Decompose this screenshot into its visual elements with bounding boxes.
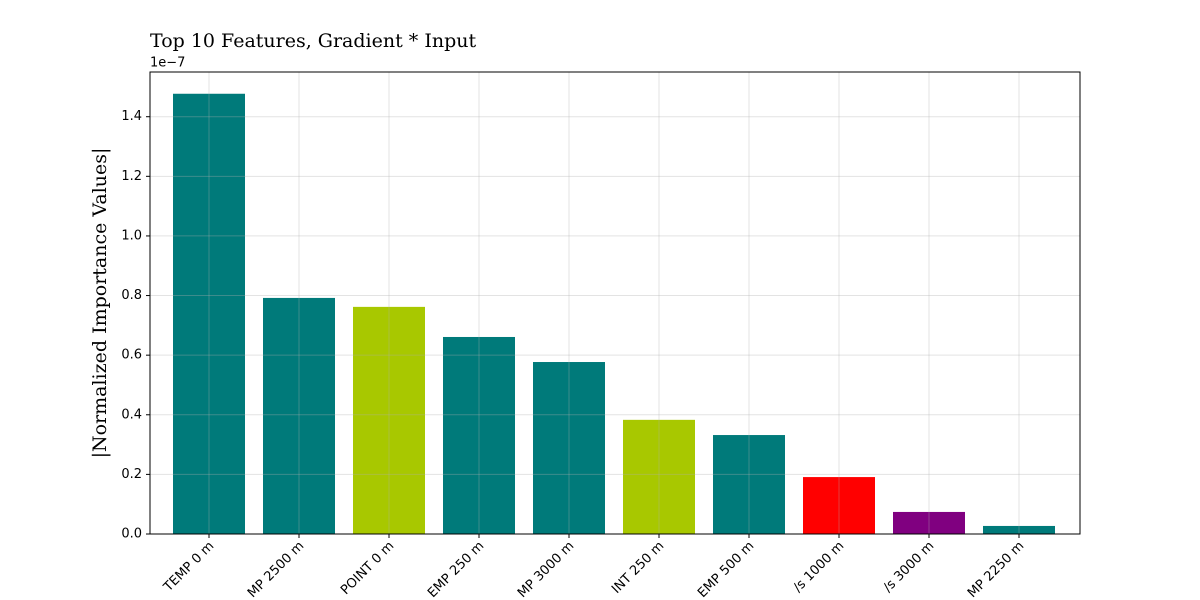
bar — [803, 477, 875, 534]
x-tick-label: /s 1000 m — [791, 539, 848, 596]
bar — [893, 511, 965, 534]
y-tick-label: 1.2 — [121, 169, 142, 184]
chart-title: Top 10 Features, Gradient * Input — [150, 30, 476, 52]
plot-frame — [149, 71, 1081, 535]
y-tick-label: 1.0 — [121, 228, 142, 243]
x-tick-label: POINT 0 m — [338, 539, 397, 598]
bar — [713, 435, 785, 534]
y-tick-label: 0.0 — [121, 527, 142, 542]
x-tick-label: INT 250 m — [609, 539, 667, 597]
x-tick-label: MP 2500 m — [245, 539, 307, 600]
bar — [443, 336, 515, 534]
bar — [623, 419, 695, 534]
y-tick-label: 1.4 — [121, 109, 142, 124]
bar — [173, 93, 245, 534]
bar — [263, 297, 335, 534]
y-tick-label: 0.4 — [121, 407, 142, 422]
x-tick-label: MP 3000 m — [515, 539, 577, 600]
bar — [533, 362, 605, 534]
x-tick-label: MP 2250 m — [965, 539, 1027, 600]
x-tick-label: EMP 250 m — [425, 539, 487, 600]
y-offset-label: 1e−7 — [150, 56, 185, 71]
y-tick-label: 0.6 — [121, 348, 142, 363]
bar — [983, 525, 1055, 534]
y-tick-label: 0.2 — [121, 467, 142, 482]
bar — [353, 306, 425, 534]
x-tick-label: EMP 500 m — [695, 539, 757, 600]
y-tick-label: 0.8 — [121, 288, 142, 303]
x-tick-label: TEMP 0 m — [160, 539, 217, 596]
y-axis-label: |Normalized Importance Values| — [89, 148, 111, 459]
x-tick-label: /s 3000 m — [881, 539, 938, 596]
